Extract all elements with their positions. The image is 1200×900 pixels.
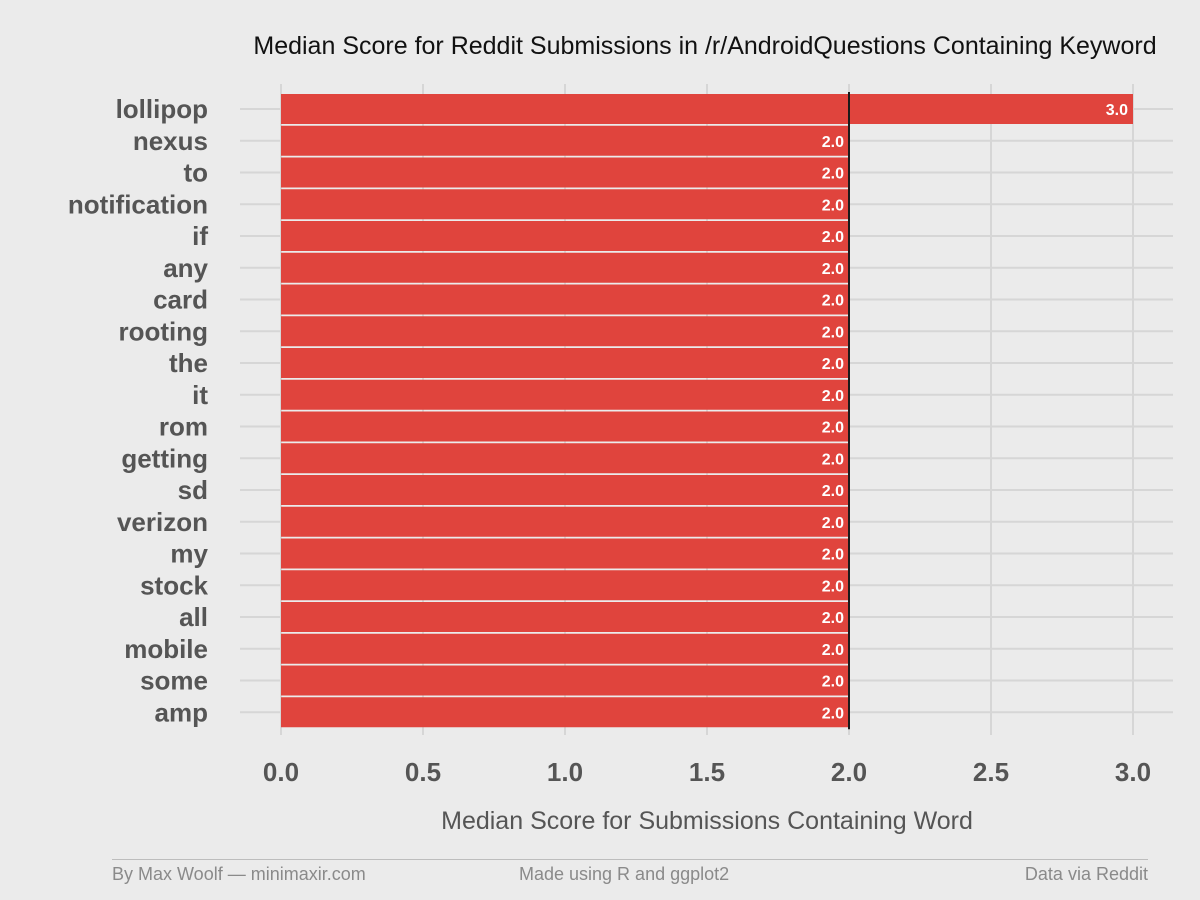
bar-value-label: 2.0 — [822, 197, 844, 214]
footer-credit: By Max Woolf — minimaxir.com — [112, 864, 366, 884]
footer-tool: Made using R and ggplot2 — [519, 864, 730, 884]
y-tick-label: getting — [121, 443, 208, 473]
bars — [281, 94, 1133, 728]
bar — [281, 157, 849, 188]
y-tick-label: lollipop — [116, 94, 208, 124]
y-tick-label: any — [163, 253, 208, 283]
y-tick-label: the — [169, 348, 208, 378]
bar — [281, 411, 849, 442]
x-axis-tick-labels: 0.0 0.5 1.0 1.5 2.0 2.5 3.0 — [263, 757, 1151, 787]
footer-source: Data via Reddit — [1024, 864, 1148, 884]
bar-value-label: 2.0 — [822, 547, 844, 564]
bar — [281, 475, 849, 505]
bar — [281, 316, 849, 347]
bar-value-label: 2.0 — [822, 610, 844, 627]
bar — [281, 348, 849, 378]
bar — [281, 252, 849, 283]
footer-divider — [112, 859, 1148, 860]
y-tick-label: card — [153, 285, 208, 315]
bar — [281, 665, 849, 696]
x-tick-label: 2.5 — [973, 757, 1009, 787]
bar — [281, 633, 849, 664]
y-tick-label: nexus — [133, 126, 208, 156]
bar — [281, 284, 849, 315]
y-tick-label: amp — [155, 697, 208, 727]
bar — [281, 506, 849, 537]
y-tick-label: sd — [178, 475, 208, 505]
y-tick-label: if — [192, 221, 208, 251]
bar-value-label: 2.0 — [822, 515, 844, 532]
bar — [281, 379, 849, 410]
bar-value-label: 2.0 — [822, 134, 844, 151]
y-axis-tick-labels: lollipopnexustonotificationifanycardroot… — [68, 94, 209, 727]
bar-value-label: 3.0 — [1106, 102, 1128, 119]
y-tick-label: it — [192, 380, 208, 410]
y-tick-label: stock — [140, 570, 208, 600]
bar — [281, 189, 849, 220]
y-tick-label: some — [140, 666, 208, 696]
bar-value-label: 2.0 — [822, 229, 844, 246]
x-axis-label: Median Score for Submissions Containing … — [441, 807, 973, 835]
bar — [281, 538, 849, 569]
bar-value-label: 2.0 — [822, 578, 844, 595]
bar — [281, 94, 1133, 124]
x-tick-label: 1.5 — [689, 757, 725, 787]
bar-value-label: 2.0 — [822, 483, 844, 500]
chart-title: Median Score for Reddit Submissions in /… — [253, 32, 1156, 60]
bar — [281, 570, 849, 601]
y-tick-label: mobile — [124, 634, 208, 664]
bar — [281, 443, 849, 474]
bar-value-label: 2.0 — [822, 324, 844, 341]
y-tick-label: my — [170, 539, 208, 569]
x-tick-label: 0.5 — [405, 757, 441, 787]
bar — [281, 697, 849, 728]
bar-value-label: 2.0 — [822, 705, 844, 722]
x-tick-label: 1.0 — [547, 757, 583, 787]
bar-value-label: 2.0 — [822, 293, 844, 310]
bar-value-label: 2.0 — [822, 642, 844, 659]
bar-value-label: 2.0 — [822, 388, 844, 405]
y-tick-label: notification — [68, 189, 208, 219]
y-tick-label: to — [183, 158, 208, 188]
y-tick-label: rom — [159, 412, 208, 442]
x-tick-label: 2.0 — [831, 757, 867, 787]
bar-value-label: 2.0 — [822, 451, 844, 468]
bar-value-label: 2.0 — [822, 420, 844, 437]
y-tick-label: all — [179, 602, 208, 632]
bar — [281, 602, 849, 632]
bar-value-label: 2.0 — [822, 356, 844, 373]
bar-value-label: 2.0 — [822, 261, 844, 278]
bar-value-label: 2.0 — [822, 166, 844, 183]
x-tick-label: 3.0 — [1115, 757, 1151, 787]
bar — [281, 221, 849, 251]
bar-value-labels: 3.0 2.0 2.0 2.0 2.0 2.0 2.0 2.0 2.0 2.0 2.0 2.0 2.0 2… — [822, 102, 1128, 722]
x-tick-label: 0.0 — [263, 757, 299, 787]
y-tick-label: verizon — [117, 507, 208, 537]
bar-value-label: 2.0 — [822, 674, 844, 691]
y-tick-label: rooting — [118, 316, 208, 346]
bar — [281, 125, 849, 156]
